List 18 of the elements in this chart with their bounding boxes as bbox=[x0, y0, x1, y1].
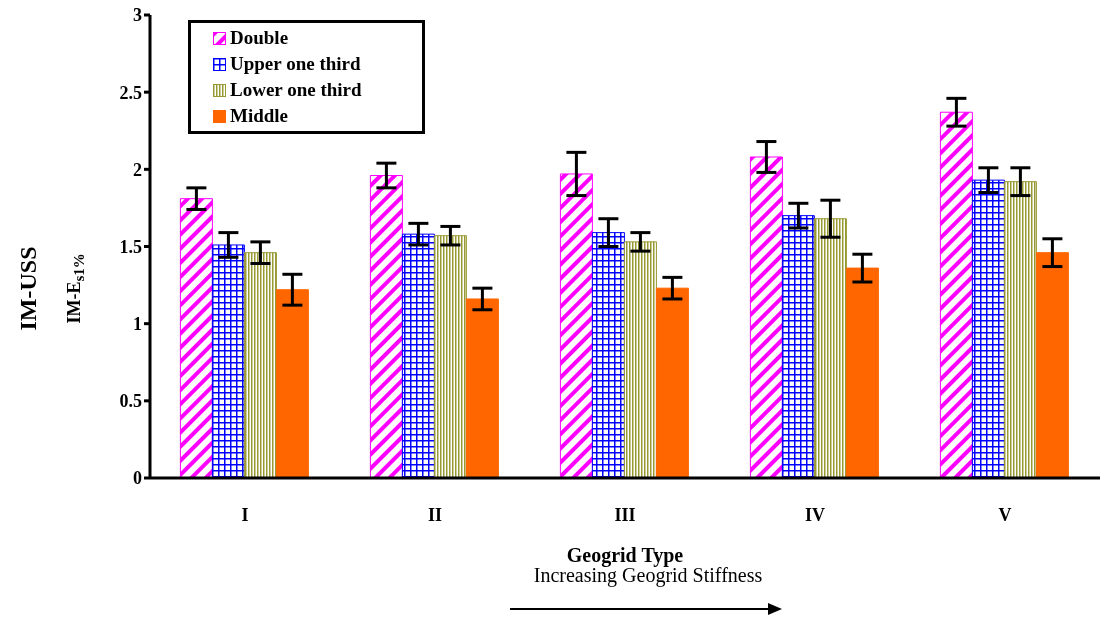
y-axis-title: IM-USS bbox=[14, 245, 42, 331]
legend-label: Upper one third bbox=[230, 52, 361, 76]
x-tick-label: III bbox=[614, 504, 636, 525]
y-tick-label: 0 bbox=[133, 468, 142, 489]
x-tick-label: I bbox=[241, 504, 249, 525]
y-tick-label: 0.5 bbox=[119, 391, 142, 412]
y-tick-label: 3 bbox=[133, 5, 142, 26]
y-tick-label: 2.5 bbox=[119, 82, 142, 103]
legend-label: Middle bbox=[230, 104, 289, 128]
y-tick-label: 1.5 bbox=[119, 236, 142, 257]
y-tick-label: 1 bbox=[133, 314, 142, 335]
x-axis-title: Geogrid Type bbox=[566, 544, 684, 567]
x-tick-label: V bbox=[998, 504, 1012, 525]
x-tick-label: IV bbox=[804, 504, 826, 525]
x-tick-label: II bbox=[427, 504, 443, 525]
legend-label: Double bbox=[230, 26, 289, 50]
legend-label: Lower one third bbox=[230, 78, 362, 102]
y-tick-label: 2 bbox=[133, 159, 142, 180]
